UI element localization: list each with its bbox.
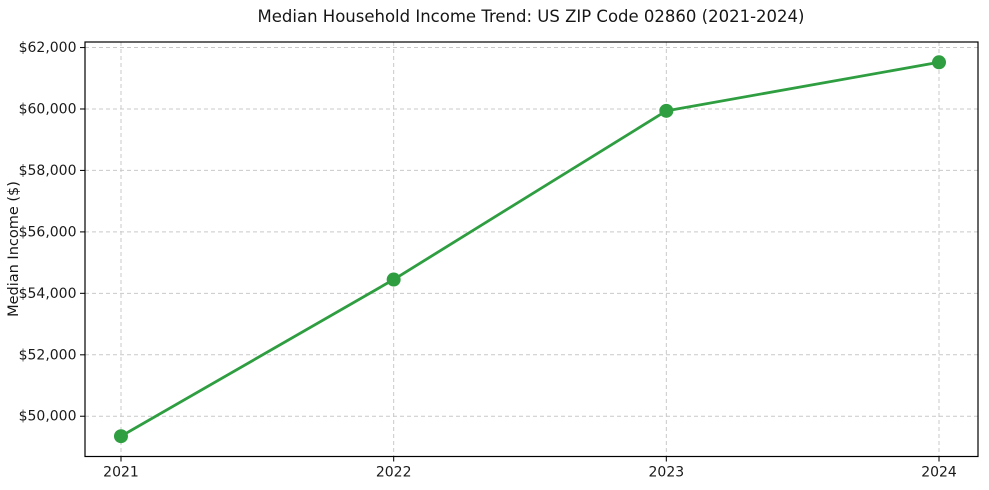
data-point-2021 [113, 429, 128, 444]
x-tick-label: 2021 [103, 465, 139, 481]
y-tick-label: $58,000 [19, 163, 77, 179]
data-point-2022 [386, 272, 401, 287]
axes-frame [84, 41, 979, 458]
y-tick-label: $50,000 [19, 409, 77, 425]
x-tick-label: 2024 [921, 465, 957, 481]
y-tick-label: $52,000 [19, 347, 77, 363]
chart-title: Median Household Income Trend: US ZIP Co… [258, 7, 805, 26]
x-tick-label: 2023 [649, 465, 685, 481]
data-point-2024 [932, 55, 947, 70]
trend-line [119, 60, 941, 438]
y-axis-label: Median Income ($) [6, 181, 22, 317]
x-tick-label: 2022 [376, 465, 412, 481]
data-point-2023 [659, 103, 674, 118]
y-tick-label: $54,000 [19, 286, 77, 302]
y-tick-label: $60,000 [19, 101, 77, 117]
plot-area: $50,000 $52,000 $54,000 $56,000 $58,000 $60,0… [19, 40, 979, 481]
y-tick-label: $56,000 [19, 224, 77, 240]
y-tick-label: $62,000 [19, 40, 77, 56]
